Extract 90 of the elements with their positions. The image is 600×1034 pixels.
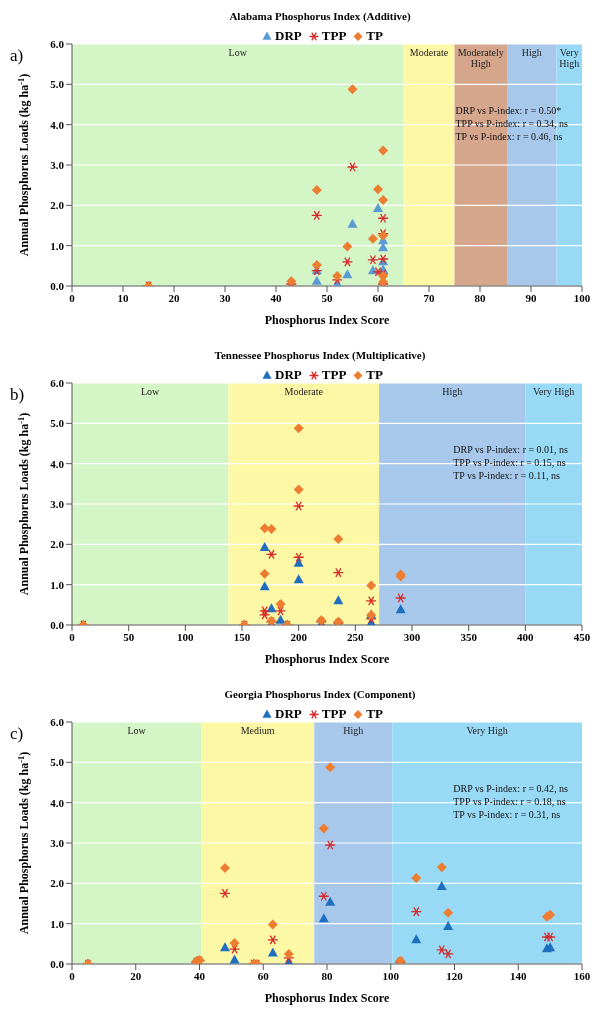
y-tick-label: 3.0 [50,158,65,171]
x-tick-label: 90 [525,291,537,304]
text: b) [10,385,25,405]
x-tick-label: 250 [347,630,365,643]
x-tick-label: 10 [117,291,129,304]
y-tick-label: 0.0 [50,279,65,292]
band-label: Moderately High [457,47,504,69]
x-tick-label: 140 [510,969,527,982]
band-label: Medium [240,725,275,736]
y-tick-label: 0.0 [50,957,65,970]
x-tick-label: 150 [233,630,251,643]
x-tick-label: 30 [219,291,231,304]
y-tick-label: 1.0 [50,578,65,591]
y-tick-label: 3.0 [50,497,65,510]
y-tick-label: 2.0 [50,538,65,551]
y-tick-label: 1.0 [50,239,65,252]
y-tick-label: 4.0 [50,796,65,809]
x-axis-title: Phosphorus Index Score [264,652,390,666]
legend-label: TPP [321,706,347,722]
x-tick-label: 80 [474,291,486,304]
chart-title: Tennessee Phosphorus Index (Multiplicative) [213,348,427,363]
x-tick-label: 80 [321,969,333,982]
y-tick-label: 4.0 [50,118,65,131]
x-tick-label: 50 [123,630,135,643]
y-tick-label: 2.0 [50,199,65,212]
annotation: TPP vs P-index: r = 0.18, ns [453,795,567,808]
x-tick-label: 50 [321,291,333,304]
legend-label: TP [366,28,383,44]
band-label: High [521,47,542,58]
x-tick-label: 60 [257,969,270,982]
band-label: High [343,725,364,736]
x-axis-title: Phosphorus Index Score [264,991,390,1005]
band-label: Moderate [284,386,324,397]
x-tick-label: 40 [194,969,206,982]
annotation: TPP vs P-index: r = 0.15, ns [453,456,567,469]
chart-title: Alabama Phosphorus Index (Additive) [228,9,412,24]
band-label: Low [141,386,161,397]
annotation: DRP vs P-index: r = 0.50* [455,104,563,117]
x-tick-label: 200 [290,630,308,643]
x-tick-label: 70 [423,291,435,304]
legend-label: DRP [275,28,302,44]
x-tick-label: 100 [382,969,400,982]
x-tick-label: 0 [69,630,76,643]
legend-label: TP [366,367,383,383]
annotation: TP vs P-index: r = 0.46, ns [455,130,564,143]
text: a) [10,46,24,66]
band-label: Moderate [409,47,449,58]
x-tick-label: 20 [168,291,180,304]
x-tick-label: 0 [69,291,76,304]
x-tick-label: 100 [573,291,591,304]
x-tick-label: 100 [177,630,195,643]
x-tick-label: 400 [517,630,535,643]
x-axis-title: Phosphorus Index Score [264,313,390,327]
y-tick-label: 0.0 [50,618,65,631]
x-tick-label: 120 [446,969,464,982]
legend-label: TP [366,706,383,722]
y-tick-label: 4.0 [50,457,65,470]
annotation: TP vs P-index: r = 0.31, ns [453,808,562,821]
y-tick-label: 2.0 [50,877,65,890]
band-label: Low [228,47,248,58]
band-label: High [442,386,463,397]
y-tick-label: 6.0 [50,715,65,728]
y-tick-label: 5.0 [50,78,65,91]
x-tick-label: 40 [270,291,282,304]
y-tick-label: 1.0 [50,917,65,930]
y-tick-label: 5.0 [50,417,65,430]
x-tick-label: 60 [372,291,384,304]
legend-label: TPP [321,28,347,44]
band-label: Low [127,725,147,736]
x-tick-label: 160 [573,969,591,982]
y-tick-label: 6.0 [50,376,65,389]
text: c) [10,724,24,744]
x-tick-label: 300 [403,630,421,643]
y-tick-label: 3.0 [50,836,65,849]
legend-label: DRP [275,367,302,383]
x-tick-label: 450 [573,630,591,643]
x-tick-label: 350 [460,630,478,643]
band-label: Very High [466,725,508,736]
band-label: Very High [532,386,575,397]
band-label: Very High [559,47,580,69]
annotation: TP vs P-index: r = 0.11, ns [453,469,561,482]
legend-label: DRP [275,706,302,722]
annotation: DRP vs P-index: r = 0.42, ns [453,782,568,795]
x-tick-label: 20 [130,969,142,982]
y-tick-label: 5.0 [50,756,65,769]
chart-title: Georgia Phosphorus Index (Component) [223,687,417,702]
annotation: DRP vs P-index: r = 0.01, ns [453,443,568,456]
y-tick-label: 6.0 [50,37,65,50]
x-tick-label: 0 [69,969,76,982]
legend-label: TPP [321,367,347,383]
